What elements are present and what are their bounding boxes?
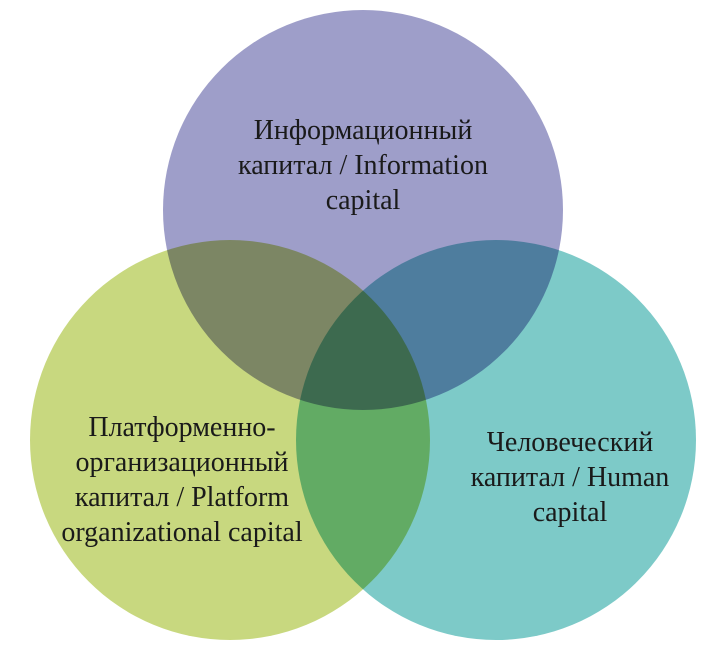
venn-label-bottom-left: Платформенно-организационный капитал / P… — [42, 410, 322, 550]
venn-label-top: Информационный капитал / Information cap… — [213, 113, 513, 218]
venn-label-bottom-right: Человеческий капитал / Human capital — [448, 425, 692, 530]
